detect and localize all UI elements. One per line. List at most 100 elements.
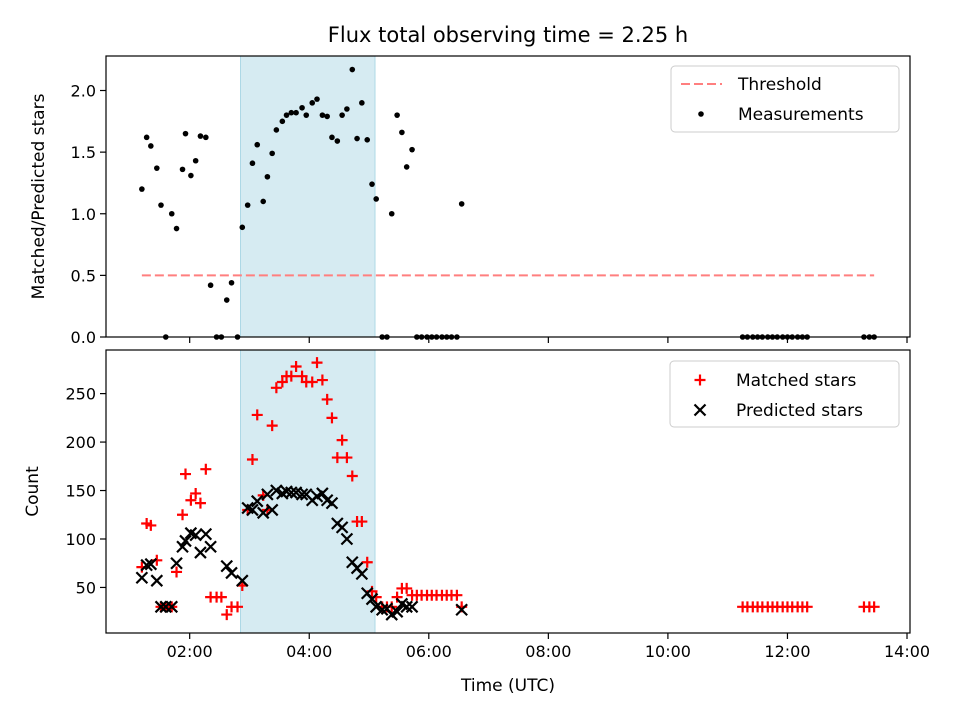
matched-star-point [171,566,183,578]
bottom-y-axis-label: Count [23,466,43,517]
measurement-point [223,297,230,303]
measurement-point [203,134,209,141]
predicted-star-point [144,557,158,571]
top-panel: 0.0 0.5 1.0 1.5 2.0 Matched/Predicted stars Th… [29,55,911,347]
measurement-point [239,224,246,231]
x-tick-label: 06:00 [406,642,452,661]
matched-star-point [177,509,189,521]
matched-star-point [200,463,212,475]
predicted-star-point [199,527,213,541]
predicted-star-point [170,556,183,570]
top-y-tick-label: 1.5 [71,143,96,162]
predicted-star-point [165,600,179,614]
measurement-point [364,137,371,143]
predicted-star-point [285,486,298,499]
bottom-legend: Matched stars Predicted stars [669,360,900,428]
predicted-star-point [405,600,419,614]
measurement-point [279,118,286,125]
top-y-tick-label: 2.0 [71,82,96,101]
top-highlight-span [239,55,376,338]
legend-threshold-label: Threshold [737,75,822,95]
x-tick-label: 12:00 [764,642,810,661]
predicted-star-point [194,546,207,559]
legend-matched-label: Matched stars [736,371,856,391]
matched-star-point [801,601,813,613]
measurement-point [403,164,410,170]
measurement-point [188,172,194,179]
matched-star-point [251,409,263,421]
predicted-star-point [340,532,354,546]
top-plot-frame [105,55,911,338]
predicted-star-point [189,528,202,542]
matched-star-point [232,601,244,613]
predicted-star-point [179,534,192,548]
matched-star-point [194,497,206,509]
matched-star-point [346,470,358,482]
x-tick-label: 02:00 [167,642,213,661]
legend-measurements-swatch [698,111,704,117]
predicted-star-point [154,600,168,614]
predicted-star-point [265,503,279,517]
measurement-point [197,133,204,139]
measurement-point [249,160,256,167]
matched-star-point [190,487,202,499]
matched-star-point [326,412,338,424]
predicted-star-point [325,496,339,510]
measurement-point [458,201,465,207]
legend-predicted-label: Predicted stars [736,401,863,421]
x-tick-label: 10:00 [645,642,691,661]
measurement-point [273,127,280,133]
measurement-point [394,112,400,118]
predicted-star-point [220,559,234,573]
predicted-star-point [335,521,349,534]
matched-star-point [361,556,373,568]
x-axis-label: Time (UTC) [460,676,555,696]
matched-star-point [180,468,192,480]
measurement-point [329,134,335,141]
bottom-y-tick-label: 100 [65,530,96,549]
matched-star-point [246,454,258,466]
matched-star-point [185,494,197,506]
measurement-point [324,113,330,120]
measurement-point [260,198,267,205]
predicted-star-point [295,488,309,501]
measurement-point [309,100,316,106]
legend-predicted-swatch [693,403,707,417]
measurement-point [409,146,415,153]
measurement-point [373,196,379,202]
predicted-star-point [400,600,413,614]
matched-star-point [451,589,463,601]
measurement-point [349,66,356,73]
bottom-legend-frame [669,360,900,428]
matched-star-point [285,370,297,382]
bottom-panel: 50 100 150 200 250 02:00 04:00 06:00 08:00 10:00 1… [23,349,930,661]
chart-title: Flux total observing time = 2.25 h [328,23,688,47]
predicted-star-point [250,494,264,508]
measurement-point [293,109,299,116]
matched-star-point [270,382,282,394]
measurement-point [369,181,375,187]
predicted-star-point [316,487,329,500]
top-y-axis-label: Matched/Predicted stars [29,93,49,299]
x-tick-label: 08:00 [525,642,571,661]
matched-star-point [336,434,348,446]
bottom-y-tick-label: 200 [65,433,96,452]
top-legend-frame [670,65,900,133]
measurement-point [354,135,360,142]
measurement-point [388,210,395,217]
predicted-star-point [246,503,259,517]
top-legend: Threshold Measurements [670,65,900,133]
predicted-star-point [135,571,149,585]
measurement-point [359,100,365,106]
matched-star-point [868,601,880,613]
matched-star-point [321,393,333,405]
matched-star-point [290,360,302,372]
measurement-point [154,165,160,171]
measurement-point [192,157,199,164]
measurement-point [182,130,189,137]
measurement-point [228,279,235,286]
measurement-point [148,143,154,149]
measurement-point [314,96,320,102]
measurement-point [344,106,350,112]
